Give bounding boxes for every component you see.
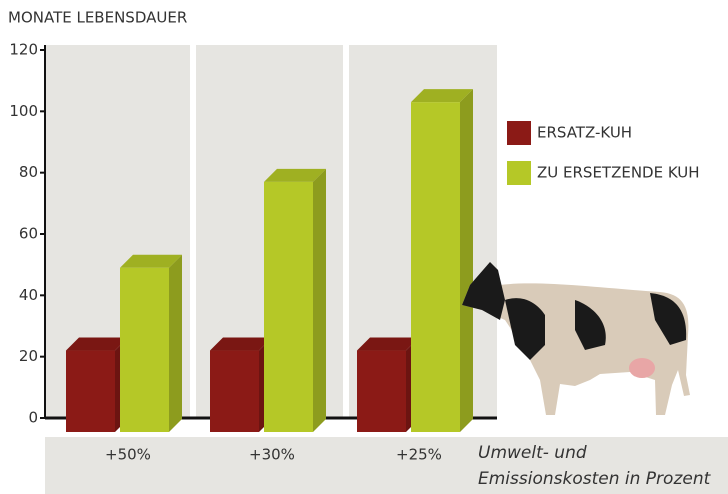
bar-front [357, 350, 406, 432]
bar [264, 168, 326, 432]
x-axis-label: Emissionskosten in Prozent [478, 469, 712, 489]
bar-top [120, 254, 182, 268]
cow-udder [629, 358, 655, 378]
bar [120, 254, 182, 432]
bar [411, 89, 473, 432]
legend-swatch [507, 121, 531, 145]
x-axis-band [45, 437, 728, 494]
bar-top [357, 337, 419, 351]
cow-head [462, 262, 505, 320]
bar-front [411, 102, 460, 432]
legend-label: ERSATZ-KUH [537, 124, 632, 142]
bar-top [66, 337, 128, 351]
bar-top [264, 168, 326, 182]
bar [210, 337, 272, 432]
y-tick-label: 40 [19, 286, 38, 304]
cow-spot [650, 293, 687, 345]
bar-side [460, 89, 473, 432]
y-tick-label: 60 [19, 225, 38, 243]
chart-title: MONATE LEBENSDAUER [8, 9, 187, 27]
x-tick-label: +25% [396, 446, 442, 464]
y-tick-label: 20 [19, 347, 38, 365]
bar-side [169, 254, 182, 432]
cow-spot [575, 300, 606, 350]
bar-top [411, 89, 473, 103]
y-tick-label: 120 [9, 41, 38, 59]
x-tick-label: +30% [249, 446, 295, 464]
y-tick-label: 100 [9, 102, 38, 120]
bar-front [66, 350, 115, 432]
y-tick-label: 0 [28, 409, 38, 427]
cow-illustration [462, 262, 690, 415]
legend-swatch [507, 161, 531, 185]
y-tick-label: 80 [19, 163, 38, 181]
bar-front [120, 267, 169, 432]
x-tick-label: +50% [105, 446, 151, 464]
cow-spot [505, 298, 545, 360]
bar-top [210, 337, 272, 351]
bar-front [210, 350, 259, 432]
bar-side [313, 168, 326, 432]
bar [66, 337, 128, 432]
bar-front [264, 181, 313, 432]
x-axis-label: Umwelt- und [478, 443, 587, 463]
legend-label: ZU ERSETZENDE KUH [537, 164, 700, 182]
bar [357, 337, 419, 432]
